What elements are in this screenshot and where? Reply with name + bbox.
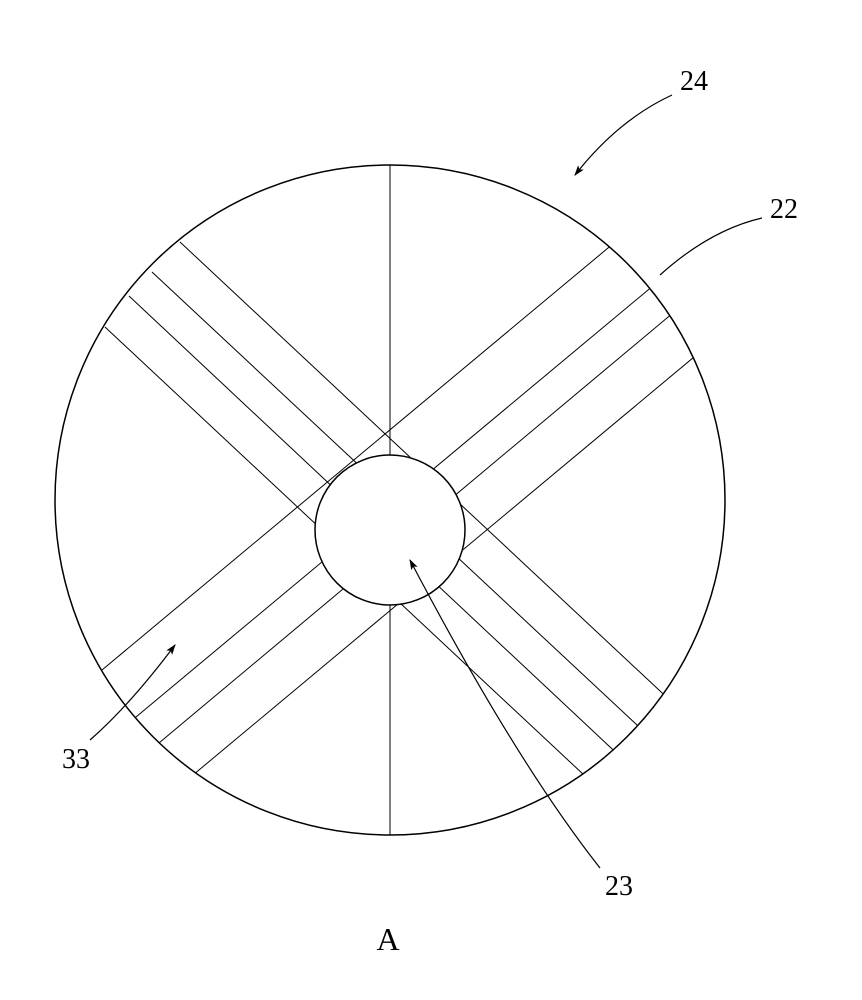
label-24: 24	[680, 66, 708, 97]
leader-22	[660, 218, 762, 275]
leader-24	[575, 95, 672, 175]
technical-diagram: 24 22 33 23 A	[0, 0, 862, 1000]
inner-circle	[315, 455, 465, 605]
figure-label: A	[376, 921, 399, 957]
leader-23	[410, 560, 600, 868]
label-33: 33	[62, 744, 90, 775]
label-22: 22	[770, 194, 798, 225]
label-23: 23	[605, 871, 633, 902]
leader-33	[90, 645, 175, 740]
